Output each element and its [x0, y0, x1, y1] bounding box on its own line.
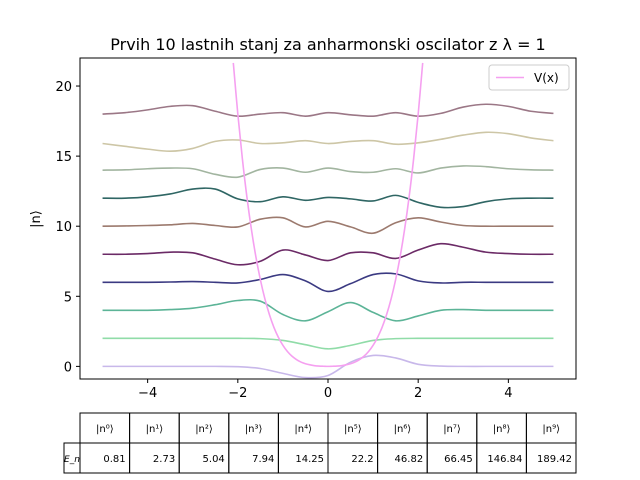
- chart-title: Prvih 10 lastnih stanj za anharmonski os…: [110, 35, 545, 54]
- table-value: 46.82: [395, 454, 424, 465]
- legend: V(x): [488, 64, 570, 91]
- x-tick-label: −2: [228, 386, 247, 401]
- table-header: |n⁶⟩: [394, 424, 412, 435]
- table-value: 5.04: [203, 454, 225, 465]
- table-value-cell: [525, 442, 577, 474]
- axes: −4 −2 0 2 4 0 5 10 15 20: [55, 57, 577, 401]
- eigenstate-line-7: [102, 165, 554, 179]
- x-tick-label: −4: [138, 386, 157, 401]
- eigenstate-line-6: [102, 187, 554, 209]
- table-value: 7.94: [252, 454, 274, 465]
- table-value: 22.2: [351, 454, 373, 465]
- table-value: 146.84: [487, 454, 522, 465]
- table-value: 14.25: [295, 454, 324, 465]
- eigenstate-line-1: [102, 337, 554, 350]
- plot-area: [102, 62, 554, 379]
- table-header: |n⁵⟩: [344, 424, 362, 435]
- legend-box: [488, 64, 570, 91]
- eigenstate-line-9: [102, 103, 554, 118]
- y-tick-label: 20: [55, 80, 72, 95]
- x-tick-label: 0: [324, 386, 332, 401]
- y-tick-label: 15: [55, 150, 72, 165]
- table-header: |n⁴⟩: [294, 424, 312, 435]
- eigenstate-line-3: [102, 272, 554, 293]
- eigenstate-line-4: [102, 242, 554, 266]
- table-header: |n¹⟩: [146, 424, 164, 435]
- table-value: 2.73: [153, 454, 175, 465]
- legend-label: V(x): [534, 71, 559, 85]
- y-axis-label: |n⟩: [29, 210, 44, 228]
- table-header: |n⁹⟩: [542, 424, 560, 435]
- potential-line: [232, 62, 424, 368]
- y-tick-label: 0: [64, 360, 72, 375]
- table-value: 0.81: [103, 454, 125, 465]
- y-tick-label: 5: [64, 290, 72, 305]
- table-row-label: E_n: [64, 455, 80, 465]
- table-value: 66.45: [444, 454, 473, 465]
- table-value: 189.42: [537, 454, 572, 465]
- table-header: |n⁷⟩: [443, 424, 461, 435]
- eigenstate-line-8: [102, 131, 554, 153]
- table-header: |n⁰⟩: [96, 424, 114, 435]
- table-header: |n⁸⟩: [493, 424, 511, 435]
- eigenstate-line-0: [102, 354, 554, 379]
- energy-table: E_n |n⁰⟩ 0.81 |n¹⟩ 2.73 |n²⟩ 5.04 |n³⟩ 7.94 |n⁴⟩ 1…: [63, 412, 577, 474]
- table-header: |n³⟩: [245, 424, 263, 435]
- x-tick-label: 2: [414, 386, 422, 401]
- y-tick-label: 10: [55, 220, 72, 235]
- x-tick-label: 4: [504, 386, 512, 401]
- eigenstate-line-5: [102, 216, 554, 235]
- eigenstate-line-2: [102, 298, 554, 322]
- table-header: |n²⟩: [195, 424, 213, 435]
